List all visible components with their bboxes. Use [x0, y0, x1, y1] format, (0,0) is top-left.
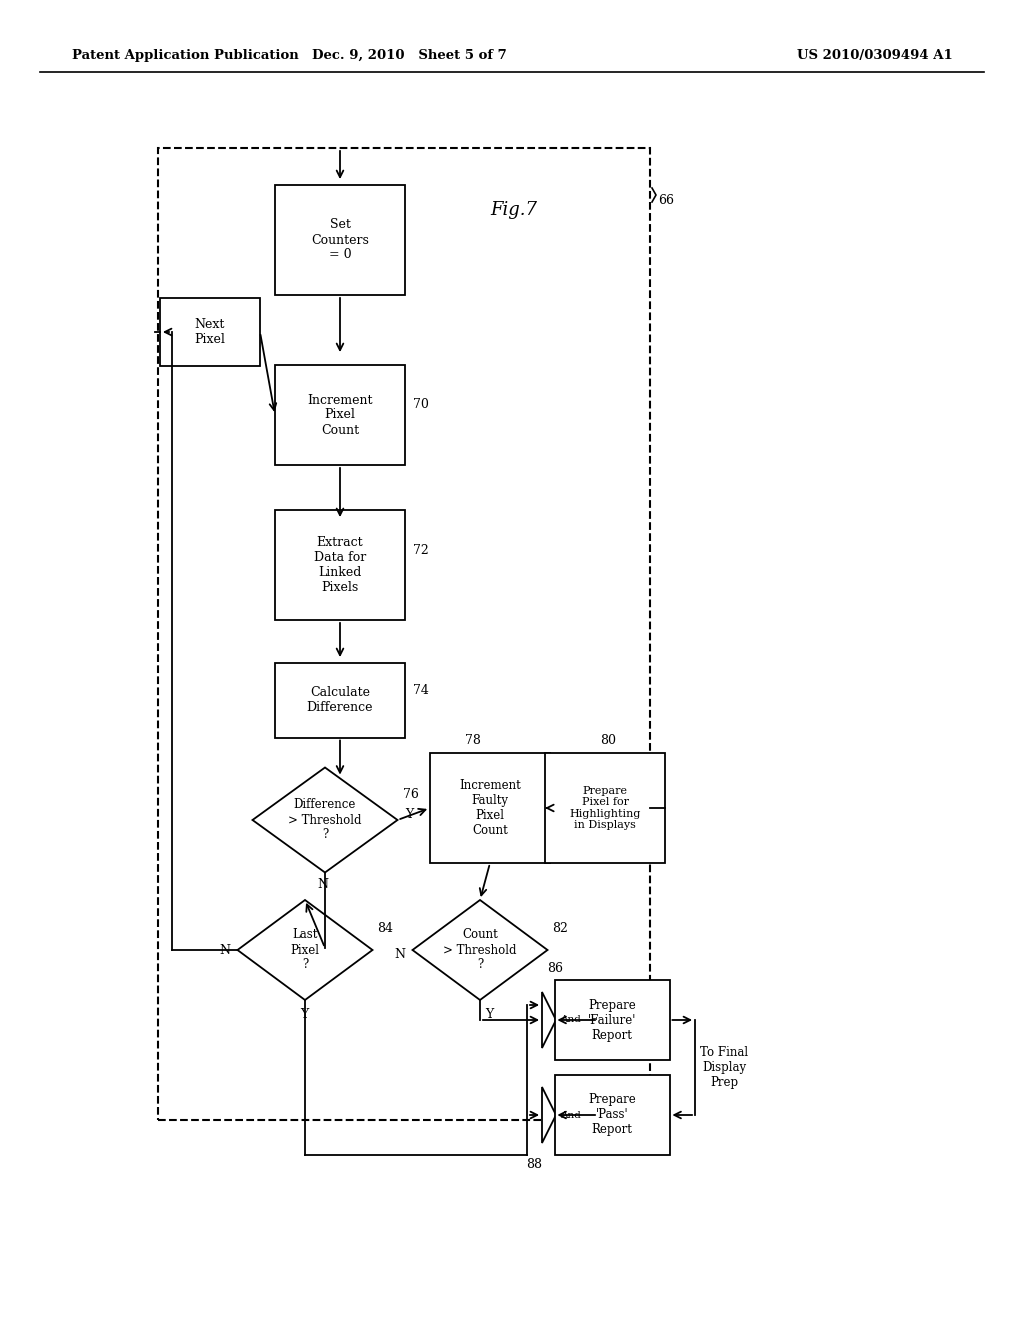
Text: Dec. 9, 2010   Sheet 5 of 7: Dec. 9, 2010 Sheet 5 of 7	[312, 49, 507, 62]
Text: Extract
Data for
Linked
Pixels: Extract Data for Linked Pixels	[314, 536, 367, 594]
Bar	[160, 298, 260, 366]
Text: US 2010/0309494 A1: US 2010/0309494 A1	[797, 49, 952, 62]
Text: Y: Y	[300, 1007, 308, 1020]
Text: Increment
Faulty
Pixel
Count: Increment Faulty Pixel Count	[459, 779, 521, 837]
Text: Calculate
Difference: Calculate Difference	[307, 686, 374, 714]
Bar	[555, 979, 670, 1060]
Text: 88: 88	[526, 1159, 543, 1172]
Text: 70: 70	[413, 399, 429, 412]
Bar	[275, 510, 406, 620]
Bar	[430, 752, 550, 863]
Polygon shape	[238, 900, 373, 1001]
Text: Y: Y	[406, 808, 414, 821]
Text: Prepare
'Pass'
Report: Prepare 'Pass' Report	[588, 1093, 636, 1137]
Text: 86: 86	[547, 961, 563, 974]
Bar	[158, 148, 650, 1119]
Text: N: N	[219, 944, 230, 957]
Text: Difference
> Threshold
?: Difference > Threshold ?	[288, 799, 361, 842]
Text: N: N	[317, 878, 328, 891]
Bar	[555, 1074, 670, 1155]
Text: To Final
Display
Prep: To Final Display Prep	[700, 1045, 749, 1089]
Text: Last
Pixel
?: Last Pixel ?	[291, 928, 319, 972]
Polygon shape	[542, 1086, 598, 1143]
Text: 84: 84	[378, 921, 393, 935]
Text: 80: 80	[600, 734, 616, 747]
Text: Prepare
Pixel for
Highlighting
in Displays: Prepare Pixel for Highlighting in Displa…	[569, 785, 641, 830]
Bar	[545, 752, 665, 863]
Bar	[275, 366, 406, 465]
Bar	[275, 663, 406, 738]
Text: 74: 74	[413, 684, 429, 697]
Text: Y: Y	[485, 1007, 494, 1020]
Polygon shape	[542, 993, 598, 1048]
Text: Next
Pixel: Next Pixel	[195, 318, 225, 346]
Text: Patent Application Publication: Patent Application Publication	[72, 49, 298, 62]
Text: And: And	[559, 1015, 581, 1024]
Text: 66: 66	[658, 194, 674, 206]
Text: Count
> Threshold
?: Count > Threshold ?	[443, 928, 517, 972]
Text: Set
Counters
= 0: Set Counters = 0	[311, 219, 369, 261]
Text: Fig.7: Fig.7	[490, 201, 537, 219]
Bar	[275, 185, 406, 294]
Text: 72: 72	[413, 544, 429, 557]
Text: Prepare
'Failure'
Report: Prepare 'Failure' Report	[588, 998, 636, 1041]
Text: N: N	[394, 949, 406, 961]
Polygon shape	[413, 900, 548, 1001]
Text: 76: 76	[402, 788, 419, 801]
Text: And: And	[559, 1110, 581, 1119]
Text: 78: 78	[465, 734, 481, 747]
Polygon shape	[253, 767, 397, 873]
Text: Increment
Pixel
Count: Increment Pixel Count	[307, 393, 373, 437]
Text: 82: 82	[553, 921, 568, 935]
